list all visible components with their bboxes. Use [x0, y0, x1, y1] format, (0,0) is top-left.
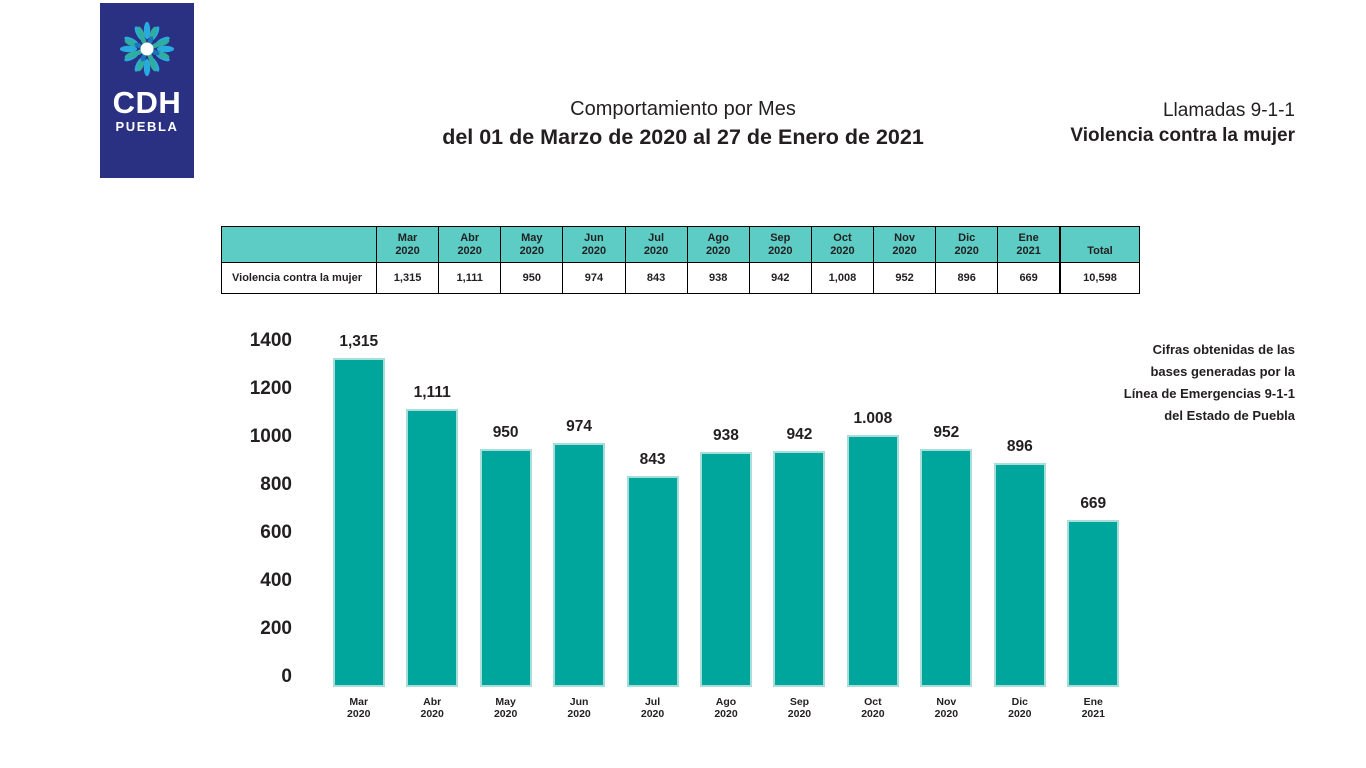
bar — [479, 449, 532, 687]
source-note: Cifras obtenidas de las bases generadas … — [1124, 339, 1295, 427]
table-cell-value: 669 — [997, 262, 1061, 294]
table-col-header: May 2020 — [500, 226, 564, 263]
chart-title-line1: Comportamiento por Mes — [570, 98, 796, 120]
bar-value-label: 1,111 — [413, 384, 451, 401]
y-axis-tick-label: 1000 — [249, 426, 292, 447]
bar — [332, 358, 385, 687]
bar-value-label: 942 — [786, 426, 813, 443]
x-axis-label: Dic 2020 — [1008, 696, 1032, 720]
x-axis-label: Mar 2020 — [347, 696, 371, 720]
bar — [993, 463, 1046, 687]
table-col-header: Jul 2020 — [624, 226, 688, 263]
x-axis-label: Ene 2021 — [1081, 696, 1105, 720]
bar-value-label: 938 — [713, 427, 739, 444]
table-cell-value: 942 — [748, 262, 812, 294]
bar-group: 669 Ene 2021 — [1057, 337, 1130, 720]
logo-text-cdh: CDH — [112, 85, 182, 120]
bar-value-label: 952 — [933, 424, 960, 441]
table-cell-value: 938 — [686, 262, 750, 294]
source-note-line: Cifras obtenidas de las — [1152, 342, 1295, 357]
y-axis: 0 200 400 600 800 1000 1200 1400 — [228, 331, 292, 687]
source-note-line: Línea de Emergencias 9-1-1 — [1123, 386, 1295, 401]
bar — [406, 409, 459, 687]
y-axis-tick-label: 1400 — [249, 330, 292, 351]
bar — [846, 435, 899, 687]
table-total-value: 10,598 — [1059, 262, 1140, 294]
x-axis-label: Jul 2020 — [640, 696, 665, 720]
table-cell-value: 896 — [935, 262, 999, 294]
table-corner-cell — [221, 226, 377, 263]
table-col-header: Dic 2020 — [935, 226, 999, 263]
bar-value-label: 669 — [1080, 495, 1107, 512]
table-cell-value: 974 — [562, 262, 626, 294]
bar-group: 1.008 Oct 2020 — [836, 337, 909, 720]
table-cell-value: 843 — [624, 262, 688, 294]
table-col-header: Oct 2020 — [810, 226, 875, 263]
bar-group: 974 Jun 2020 — [542, 337, 615, 720]
source-note-line: bases generadas por la — [1150, 364, 1295, 379]
chart-title-line2: del 01 de Marzo de 2020 al 27 de Enero d… — [442, 125, 924, 149]
y-axis-tick-label: 200 — [260, 618, 292, 639]
report-subject-block: Llamadas 9-1-1 Violencia contra la mujer — [1070, 100, 1295, 147]
table-header-row: Mar 2020 Abr 2020 May 2020 Jun 2020 Jul 2020 Ago 20… — [221, 226, 1140, 263]
bar-value-label: 843 — [639, 451, 666, 468]
bar-value-label: 896 — [1006, 438, 1033, 455]
report-subject-line2: Violencia contra la mujer — [1070, 125, 1295, 146]
table-cell-value: 950 — [500, 262, 564, 294]
y-axis-tick-label: 0 — [281, 666, 292, 687]
y-axis-tick-label: 800 — [260, 474, 292, 495]
bar — [920, 449, 973, 687]
table-col-header: Mar 2020 — [375, 226, 440, 263]
monthly-data-table: Mar 2020 Abr 2020 May 2020 Jun 2020 Jul 2020 Ago 20… — [221, 226, 1140, 294]
bar-group: 1,315 Mar 2020 — [322, 333, 395, 720]
table-data-row: Violencia contra la mujer 1,315 1,111 950 9… — [221, 262, 1140, 294]
bar — [1067, 520, 1120, 687]
table-col-header: Abr 2020 — [438, 226, 502, 263]
bar — [626, 476, 679, 687]
table-cell-value: 1,315 — [375, 262, 440, 294]
bar-group: 843 Jul 2020 — [616, 337, 689, 720]
x-axis-label: Abr 2020 — [420, 696, 444, 720]
y-axis-tick-label: 600 — [260, 522, 292, 543]
bar-group: 938 Ago 2020 — [689, 337, 762, 720]
y-axis-tick-label: 1200 — [249, 378, 292, 399]
table-cell-value: 1,111 — [438, 262, 502, 294]
x-axis-label: Sep 2020 — [787, 696, 812, 720]
x-axis-label: Ago 2020 — [714, 696, 738, 720]
x-axis-label: Jun 2020 — [567, 696, 591, 720]
table-col-header: Nov 2020 — [872, 226, 937, 263]
plot-area: 1,315 Mar 2020 1,111 Abr 2020 950 May 2020 974 Jun… — [322, 333, 1130, 720]
bar — [773, 451, 826, 687]
bar-value-label: 950 — [492, 424, 519, 441]
table-cell-value: 952 — [872, 262, 937, 294]
bar — [699, 452, 752, 687]
table-col-header: Sep 2020 — [748, 226, 812, 263]
bar-value-label: 1,315 — [339, 333, 379, 350]
x-axis-label: Nov 2020 — [934, 696, 959, 720]
bar-group: 1,111 Abr 2020 — [395, 337, 468, 720]
bar-group: 896 Dic 2020 — [983, 337, 1056, 720]
cdh-puebla-logo: CDH PUEBLA — [100, 3, 194, 178]
table-row-label: Violencia contra la mujer — [221, 262, 377, 294]
bar-group: 942 Sep 2020 — [763, 337, 836, 720]
chart-title-block: Comportamiento por Mes del 01 de Marzo d… — [408, 98, 958, 150]
logo-text-puebla: PUEBLA — [115, 119, 179, 134]
bar-group: 950 May 2020 — [469, 337, 542, 720]
bar — [553, 443, 606, 687]
y-axis-tick-label: 400 — [260, 570, 292, 591]
bar-value-label: 974 — [566, 418, 593, 435]
table-col-header: Ene 2021 — [997, 226, 1061, 263]
bar-value-label: 1.008 — [853, 410, 893, 427]
report-subject-line1: Llamadas 9-1-1 — [1162, 100, 1295, 121]
bar-group: 952 Nov 2020 — [910, 337, 983, 720]
x-axis-label: Oct 2020 — [861, 696, 885, 720]
flower-icon — [119, 21, 175, 77]
table-col-header: Jun 2020 — [562, 226, 626, 263]
x-axis-label: May 2020 — [493, 696, 518, 720]
table-col-header: Ago 2020 — [686, 226, 750, 263]
source-note-line: del Estado de Puebla — [1164, 408, 1295, 423]
table-cell-value: 1,008 — [810, 262, 875, 294]
table-total-header: Total — [1059, 226, 1140, 263]
